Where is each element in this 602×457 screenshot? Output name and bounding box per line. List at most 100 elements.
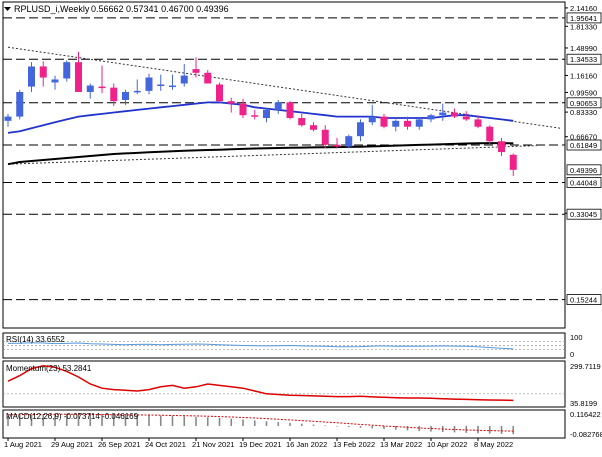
candle[interactable]: [28, 62, 35, 92]
macd-bar: [230, 418, 233, 426]
candle-body: [251, 115, 259, 117]
candle[interactable]: [357, 119, 364, 142]
candle[interactable]: [204, 70, 212, 84]
candle[interactable]: [498, 137, 505, 156]
candle[interactable]: [321, 125, 329, 149]
candle[interactable]: [404, 116, 411, 130]
candle[interactable]: [392, 119, 400, 132]
candle[interactable]: [439, 103, 447, 121]
level-label-box: [566, 97, 602, 109]
candle[interactable]: [474, 115, 482, 129]
candle-body: [474, 119, 482, 127]
macd-bar: [418, 425, 421, 431]
candle-body: [392, 120, 400, 127]
candle[interactable]: [298, 113, 306, 127]
candle[interactable]: [122, 89, 129, 105]
candle[interactable]: [451, 108, 458, 118]
macd-bar: [7, 415, 9, 426]
level-label: 1.95641: [570, 14, 597, 23]
candle[interactable]: [286, 101, 294, 120]
macd-bar: [136, 415, 139, 426]
candle-body: [451, 112, 458, 117]
macd-bar: [430, 425, 432, 432]
candle[interactable]: [16, 89, 24, 120]
macd-bar: [465, 425, 468, 433]
level-label: 0.90653: [570, 99, 597, 108]
candle[interactable]: [216, 82, 223, 104]
momentum-tick-label: 35.8199: [570, 399, 597, 408]
candle-body: [75, 62, 82, 92]
candle-body: [333, 144, 341, 147]
macd-bar: [112, 414, 115, 426]
level-label-box: [566, 12, 602, 24]
price-tick-label: 0.99590: [570, 88, 597, 97]
macd-bar: [65, 413, 68, 426]
x-tick-label: 13 Feb 2022: [333, 440, 375, 449]
candle[interactable]: [145, 73, 153, 95]
candle-body: [321, 129, 329, 145]
candle[interactable]: [180, 63, 188, 87]
candle-body: [51, 79, 59, 83]
candle[interactable]: [39, 61, 47, 87]
candle[interactable]: [4, 113, 12, 127]
pane-frame-mom: [2, 360, 566, 408]
candle-body: [122, 91, 129, 100]
candle[interactable]: [75, 51, 82, 92]
price-tick-label: 1.81330: [570, 22, 597, 31]
candle[interactable]: [63, 60, 71, 82]
level-label-box: [566, 294, 602, 305]
candle[interactable]: [133, 79, 141, 95]
macd-bar: [453, 425, 456, 433]
candle-body: [298, 117, 306, 126]
macd-bar: [101, 413, 103, 426]
candle[interactable]: [462, 111, 470, 121]
candle[interactable]: [192, 57, 200, 78]
macd-bar: [171, 416, 174, 426]
candle-body: [509, 154, 517, 170]
macd-bar: [195, 416, 197, 426]
candle[interactable]: [86, 83, 94, 99]
symbol-label: RPLUSD_i,Weekly: [14, 4, 90, 14]
candle[interactable]: [110, 83, 118, 107]
candle[interactable]: [380, 113, 388, 129]
pane-frame-macd: [2, 409, 566, 439]
macd-bar: [383, 425, 385, 430]
macd-bar: [148, 415, 150, 426]
candle[interactable]: [345, 134, 353, 149]
candle[interactable]: [239, 98, 247, 118]
candle[interactable]: [263, 108, 270, 123]
candle[interactable]: [415, 117, 423, 130]
candle[interactable]: [509, 153, 517, 177]
candle[interactable]: [368, 104, 376, 126]
candle[interactable]: [427, 113, 435, 123]
candle-body: [239, 103, 247, 116]
candle[interactable]: [310, 122, 317, 132]
candle[interactable]: [486, 125, 494, 145]
macd-bar: [218, 417, 221, 426]
candle[interactable]: [274, 99, 282, 114]
candle[interactable]: [51, 75, 59, 90]
candle[interactable]: [98, 65, 106, 94]
candle[interactable]: [251, 109, 259, 120]
rsi-tick-label: 0: [570, 350, 574, 359]
macd-bar: [300, 423, 303, 426]
macd-bar: [277, 422, 280, 426]
candle[interactable]: [157, 74, 165, 91]
macd-bar: [159, 415, 162, 426]
macd-bar: [206, 417, 209, 426]
collapse-triangle-icon[interactable]: [4, 7, 11, 11]
candle-body: [263, 109, 270, 118]
pane-frame-price: [2, 1, 566, 329]
x-tick-label: 21 Nov 2021: [192, 440, 235, 449]
macd-signal-line: [7, 413, 514, 432]
price-tick-label: 0.66670: [570, 133, 597, 142]
candle-body: [204, 72, 212, 84]
candle[interactable]: [333, 137, 341, 149]
level-label: 0.61849: [570, 141, 597, 150]
macd-bar: [324, 425, 327, 426]
candle[interactable]: [169, 74, 176, 90]
candle[interactable]: [227, 97, 235, 113]
level-label: 0.44048: [570, 178, 597, 187]
macd-bar: [253, 420, 256, 426]
